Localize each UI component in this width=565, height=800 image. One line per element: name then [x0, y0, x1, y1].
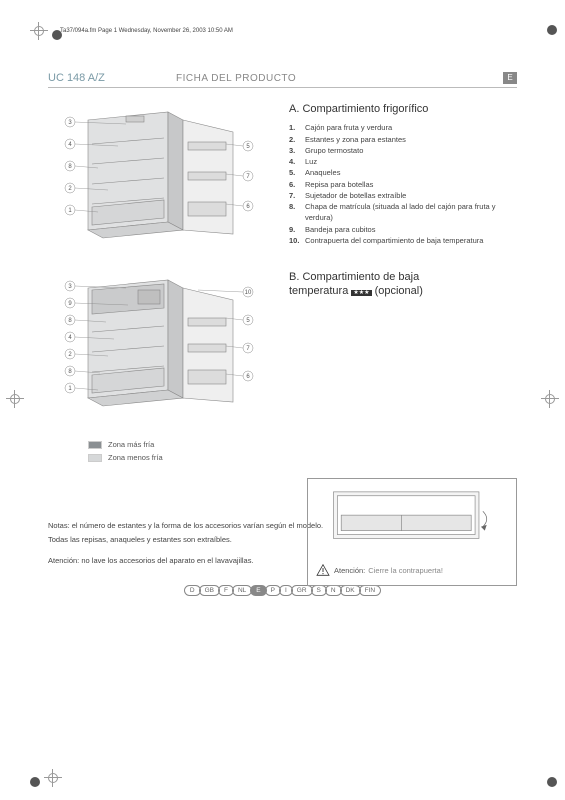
section-a: 34821 576 A. Compartimiento frigorífico …	[48, 102, 517, 252]
list-item: 5.Anaqueles	[289, 167, 517, 178]
list-item: 4.Luz	[289, 156, 517, 167]
list-item: 3.Grupo termostato	[289, 145, 517, 156]
lang-pill-nl: NL	[232, 585, 252, 596]
legend-cold-label: Zona más fría	[108, 440, 154, 449]
fridge-diagram-a: 34821 576	[48, 102, 268, 247]
crop-mark	[541, 390, 559, 413]
lang-pill-fin: FIN	[359, 585, 381, 596]
swatch-cold	[88, 441, 102, 449]
warning-text: Atención: Cierre la contrapuerta!	[316, 564, 508, 576]
warning-icon	[316, 564, 330, 576]
list-item: 10.Contrapuerta del compartimiento de ba…	[289, 235, 517, 246]
swatch-less-cold	[88, 454, 102, 462]
list-item: 9.Bandeja para cubitos	[289, 224, 517, 235]
warning-diagram	[316, 485, 510, 555]
language-badge: E	[503, 72, 517, 84]
stars-badge: ★★★	[351, 290, 371, 296]
print-metadata: Ta37/094a.fm Page 1 Wednesday, November …	[60, 28, 233, 34]
crop-mark	[30, 769, 62, 792]
lang-pill-dk: DK	[340, 585, 361, 596]
section-a-list: 1.Cajón para fruta y verdura2.Estantes y…	[289, 122, 517, 246]
section-b-title-suffix: (opcional)	[375, 285, 423, 297]
list-item: 6.Repisa para botellas	[289, 179, 517, 190]
crop-mark	[6, 390, 24, 413]
section-a-text: A. Compartimiento frigorífico 1.Cajón pa…	[283, 102, 517, 252]
crop-mark	[547, 774, 557, 792]
crop-mark	[547, 22, 557, 40]
warning-body: Cierre la contrapuerta!	[368, 566, 443, 575]
fridge-diagram-b: 3984281 10576	[48, 270, 268, 415]
section-a-title: A. Compartimiento frigorífico	[289, 102, 517, 116]
list-item: 1.Cajón para fruta y verdura	[289, 122, 517, 133]
legend: Zona más fría Zona menos fría	[88, 440, 517, 462]
svg-text:10: 10	[245, 290, 252, 296]
diagram-a: 34821 576	[48, 102, 283, 252]
list-item: 7.Sujetador de botellas extraíble	[289, 190, 517, 201]
lang-pill-gb: GB	[199, 585, 220, 596]
section-b-title-l1: B. Compartimiento de baja	[289, 271, 419, 283]
warning-panel: Atención: Cierre la contrapuerta!	[307, 478, 517, 586]
section-b-title-l2: temperatura	[289, 285, 351, 297]
legend-less-cold-label: Zona menos fría	[108, 453, 163, 462]
model-number: UC 148 A/Z	[48, 72, 176, 84]
section-b-title: B. Compartimiento de baja temperatura ★★…	[289, 270, 517, 299]
diagram-b: 3984281 10576	[48, 270, 283, 420]
section-b: 3984281 10576 B. Compartimiento de baja …	[48, 270, 517, 420]
warning-prefix: Atención:	[334, 566, 365, 575]
legend-less-cold: Zona menos fría	[88, 453, 517, 462]
section-b-text: B. Compartimiento de baja temperatura ★★…	[283, 270, 517, 420]
list-item: 2.Estantes y zona para estantes	[289, 134, 517, 145]
header: UC 148 A/Z FICHA DEL PRODUCTO E	[48, 72, 517, 88]
page-content: UC 148 A/Z FICHA DEL PRODUCTO E	[48, 40, 517, 760]
legend-cold: Zona más fría	[88, 440, 517, 449]
document-title: FICHA DEL PRODUCTO	[176, 73, 503, 84]
list-item: 8.Chapa de matrícula (situada al lado de…	[289, 201, 517, 224]
lang-pill-gr: GR	[291, 585, 313, 596]
